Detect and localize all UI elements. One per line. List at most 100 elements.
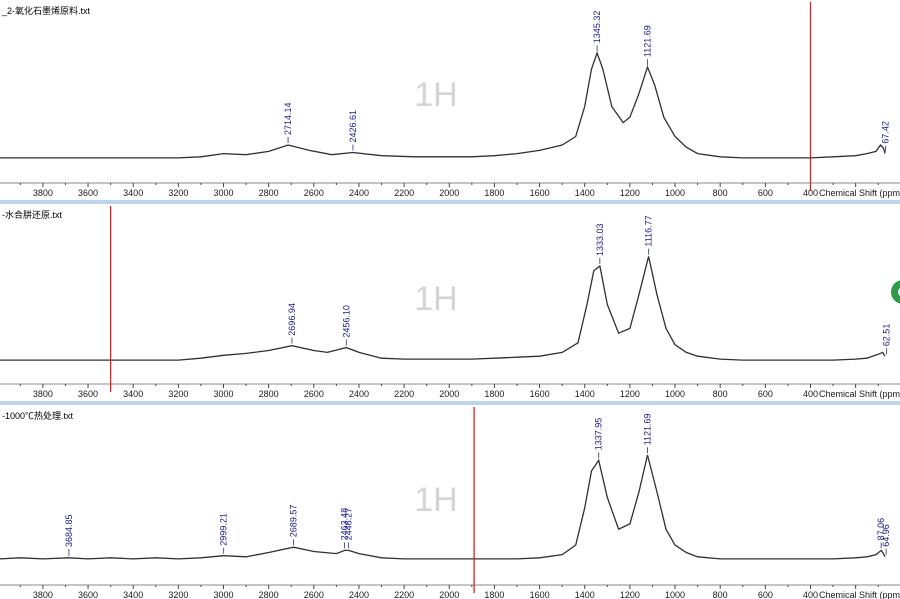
plot-area[interactable] [0,204,900,400]
peak-annotation[interactable]: 1121.69 [643,413,653,454]
peak-annotation[interactable]: 1116.77 [644,215,654,255]
x-tick-label: 3000 [213,590,233,599]
x-tick-label: 400 [803,590,818,599]
x-tick-label: 1200 [620,389,640,399]
peak-label: 62.51 [882,324,892,347]
peak-label: 1345.32 [592,11,602,44]
x-tick-label: 800 [713,590,728,599]
spectrum-panel-2: 1H -水合肼还原.txt 2696.94 2456.10 1333.03 1116.77… [0,204,900,400]
x-tick-label: 400 [803,389,818,399]
peak-annotation[interactable]: 64.96 [881,524,891,555]
peak-label: 2696.94 [287,303,297,336]
nucleus-watermark: 1H [414,76,457,114]
plot-area[interactable] [0,405,900,599]
peak-label: 67.42 [881,121,891,144]
x-tick-label: 1000 [665,590,685,599]
plot-area[interactable] [0,0,900,200]
peak-annotation[interactable]: 1121.69 [643,25,653,66]
x-tick-label: 1400 [575,389,595,399]
spectrum-trace [0,454,886,560]
x-tick-label: 3800 [33,590,53,599]
peak-annotation[interactable]: 67.42 [881,121,891,152]
peak-annotation[interactable]: 2689.57 [289,505,299,546]
x-tick-label: 1400 [575,590,595,599]
panel-separator[interactable] [0,200,900,204]
x-tick-label: 600 [758,590,773,599]
peak-annotation[interactable]: 2714.14 [283,102,293,144]
x-tick-label: 1600 [530,389,550,399]
x-tick-label: 3400 [123,389,143,399]
peak-label: 87.06 [876,518,886,541]
x-tick-label: 2400 [349,590,369,599]
x-tick-label: 3600 [78,590,98,599]
peak-label: 1121.69 [643,25,653,57]
x-tick-label: 1000 [665,188,685,198]
peak-label: 2456.10 [341,305,351,338]
x-tick-label: 800 [713,188,728,198]
x-tick-label: 2000 [439,590,459,599]
x-tick-label: 2400 [349,389,369,399]
x-tick-label: 3000 [213,389,233,399]
x-tick-label: 2000 [439,188,459,198]
x-tick-label: 3200 [168,389,188,399]
spectrum-trace [0,256,886,361]
peak-label: 1121.69 [643,413,653,445]
peak-label: 2463.48 [340,508,350,541]
x-tick-label: 2600 [304,188,324,198]
x-tick-label: 3800 [33,188,53,198]
peak-annotation[interactable]: 2456.10 [341,305,351,346]
spectrum-panel-1: 1H _2-氧化石墨烯原料.txt 2714.14 2426.61 1345.32 112… [0,0,900,200]
x-tick-label: 2200 [394,590,414,599]
peak-annotation[interactable]: 1345.32 [592,11,602,52]
peak-label: 2714.14 [283,102,293,135]
x-tick-label: 1600 [530,590,550,599]
peak-annotation[interactable]: 2446.27 [344,508,354,549]
x-tick-label: 2800 [259,188,279,198]
x-axis-title: Chemical Shift (ppm [819,389,900,399]
peak-annotation[interactable]: 1337.95 [594,418,604,459]
x-tick-label: 2400 [349,188,369,198]
peak-annotation[interactable]: 2463.48 [340,508,350,549]
panel-separator[interactable] [0,401,900,405]
peak-annotation[interactable]: 2999.21 [219,513,229,554]
x-tick-label: 1200 [620,590,640,599]
spectrum-file-title: -1000℃热处理.txt [2,410,74,421]
x-tick-label: 1800 [484,389,504,399]
peak-label: 1116.77 [644,215,654,246]
x-tick-label: 600 [758,389,773,399]
peak-annotation[interactable]: 1333.03 [595,223,605,265]
peak-label: 64.96 [881,524,891,547]
x-tick-label: 600 [758,188,773,198]
x-tick-label: 2800 [259,389,279,399]
peak-label: 2999.21 [219,513,229,546]
peak-annotation[interactable]: 2696.94 [287,303,297,344]
x-tick-label: 3600 [78,188,98,198]
peak-label: 3684.85 [64,514,74,547]
peak-annotation[interactable]: 87.06 [876,518,886,549]
nucleus-watermark: 1H [414,280,457,318]
peak-annotation[interactable]: 2426.61 [348,110,358,151]
x-tick-label: 3000 [213,188,233,198]
spectrum-file-title: _2-氧化石墨烯原料.txt [1,5,91,16]
spectrum-panel-3: 1H -1000℃热处理.txt 3684.85 2999.21 2689.57 2463… [0,405,900,599]
nucleus-watermark: 1H [414,481,457,519]
peak-label: 1333.03 [595,223,605,256]
peak-label: 2689.57 [289,505,299,538]
x-axis-title: Chemical Shift (ppm [819,188,900,198]
x-tick-label: 400 [803,188,818,198]
x-tick-label: 2200 [394,188,414,198]
peak-annotation[interactable]: 62.51 [882,324,892,355]
x-axis-title: Chemical Shift (ppm [819,590,900,599]
x-tick-label: 2200 [394,389,414,399]
x-tick-label: 1800 [484,590,504,599]
x-tick-label: 2800 [259,590,279,599]
peak-label: 2446.27 [344,508,354,541]
x-tick-label: 1400 [575,188,595,198]
spectrum-file-title: -水合肼还原.txt [2,209,62,220]
x-tick-label: 2600 [304,590,324,599]
x-tick-label: 1200 [620,188,640,198]
peak-annotation[interactable]: 3684.85 [64,514,74,556]
x-tick-label: 1800 [484,188,504,198]
x-tick-label: 1000 [665,389,685,399]
